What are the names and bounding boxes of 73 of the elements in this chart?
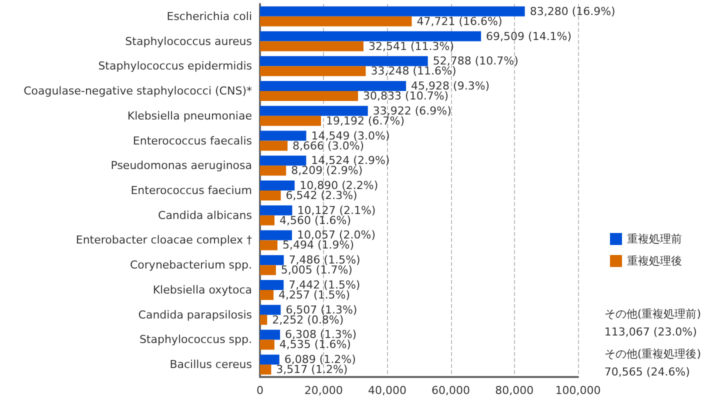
bar xyxy=(260,91,358,102)
x-tick-label: 0 xyxy=(256,384,264,397)
data-label: 83,280 (16.9%) xyxy=(530,4,616,18)
data-label: 5,005 (1.7%) xyxy=(280,264,352,277)
data-label: 8,209 (2.9%) xyxy=(291,164,363,178)
y-tick-label: Klebsiella pneumoniae xyxy=(127,109,252,122)
y-tick-label: Coagulase-negative staphylococci (CNS)* xyxy=(24,84,252,98)
bar xyxy=(260,230,292,240)
bar xyxy=(260,330,280,340)
legend-label: 重複処理後 xyxy=(627,254,682,268)
x-tick-label: 20,000 xyxy=(304,384,343,397)
bar xyxy=(260,354,280,365)
bar xyxy=(260,190,281,200)
bar xyxy=(260,314,268,325)
bar xyxy=(260,106,368,116)
bar xyxy=(260,116,322,126)
data-label: 32,541 (11.3%) xyxy=(368,40,454,53)
y-tick-label: Staphylococcus aureus xyxy=(125,34,252,48)
bar xyxy=(260,156,306,166)
y-tick-label: Corynebacterium spp. xyxy=(130,258,252,272)
data-label: 3,517 (1.2%) xyxy=(276,363,348,376)
data-label: 14,549 (3.0%) xyxy=(311,129,390,142)
data-label: 69,509 (14.1%) xyxy=(486,30,572,43)
bar xyxy=(260,304,281,315)
y-tick-label: Enterobacter cloacae complex † xyxy=(76,234,252,247)
data-label: 6,507 (1.3%) xyxy=(286,303,358,316)
bar xyxy=(260,41,364,52)
data-label: 7,442 (1.5%) xyxy=(288,278,360,292)
data-label: 30,833 (10.7%) xyxy=(363,90,449,103)
bar xyxy=(260,215,274,226)
data-label: 33,922 (6.9%) xyxy=(372,104,452,118)
bar xyxy=(260,364,272,375)
data-label: 4,535 (1.6%) xyxy=(279,338,351,352)
data-label: 10,127 (2.1%) xyxy=(297,204,376,217)
bar xyxy=(260,6,525,16)
bar xyxy=(260,81,406,92)
data-label: 6,542 (2.3%) xyxy=(286,189,358,202)
y-tick-label: Enterococcus faecium xyxy=(130,184,252,197)
bar xyxy=(260,265,276,276)
text: その他(重複処理後) 70,565 (24.6%) xyxy=(604,348,702,378)
y-tick-label: Bacillus cereus xyxy=(170,358,252,372)
x-tick-label: 100,000 xyxy=(555,384,601,397)
bar xyxy=(260,140,288,151)
y-tick-label: Escherichia coli xyxy=(166,10,252,23)
x-tick-label: 60,000 xyxy=(432,384,470,397)
data-label: 10,890 (2.2%) xyxy=(300,179,378,192)
bar xyxy=(260,130,306,141)
bar xyxy=(260,280,284,290)
y-tick-label: Klebsiella oxytoca xyxy=(152,283,252,296)
y-tick-label: Staphylococcus epidermidis xyxy=(98,60,252,73)
data-label: 33,248 (11.6%) xyxy=(370,64,456,78)
y-tick-label: Staphylococcus spp. xyxy=(139,333,252,346)
x-tick-label: 40,000 xyxy=(368,384,406,397)
bar xyxy=(260,166,286,176)
bar xyxy=(260,290,274,300)
bar xyxy=(260,255,284,266)
y-tick-label: Pseudomonas aeruginosa xyxy=(110,159,252,172)
bar xyxy=(260,205,292,216)
bar xyxy=(260,66,366,76)
bar xyxy=(260,340,274,350)
x-tick-label: 80,000 xyxy=(495,384,534,397)
bar xyxy=(260,16,412,26)
y-tick-label: Enterococcus faecalis xyxy=(132,134,252,148)
data-label: 47,721 (16.6%) xyxy=(416,14,502,28)
bar xyxy=(260,31,482,42)
legend-label: 重複処理前 xyxy=(627,232,682,246)
bar xyxy=(260,180,295,190)
data-label: 5,494 (1.9%) xyxy=(282,238,354,252)
text: その他(重複処理前) 113,067 (23.0%) xyxy=(604,308,702,338)
y-tick-label: Candida parapsilosis xyxy=(138,308,252,322)
bar xyxy=(260,56,428,66)
y-tick-label: Candida albicans xyxy=(158,208,252,222)
bar xyxy=(260,240,278,250)
